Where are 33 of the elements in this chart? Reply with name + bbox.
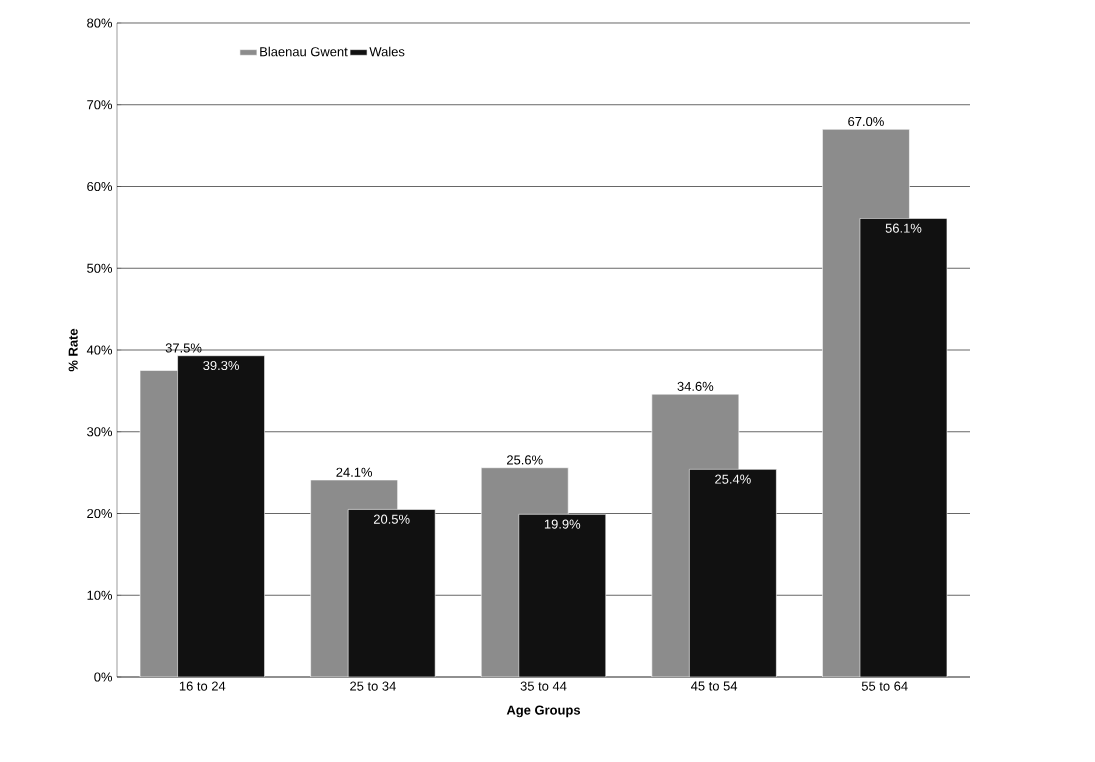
y-tick-label: 60% <box>87 181 113 192</box>
data-label: 25.4% <box>715 474 751 484</box>
y-tick-label: 0% <box>94 672 113 682</box>
data-label: 24.1% <box>336 467 373 477</box>
data-label: 37.5% <box>165 343 202 353</box>
bar <box>859 218 948 677</box>
y-tick-label: 10% <box>87 590 113 600</box>
data-label: 19.9% <box>544 519 581 529</box>
legend-label: Blaenau Gwent <box>260 46 348 57</box>
bar <box>177 355 265 677</box>
legend-label: Wales <box>369 46 405 57</box>
y-tick-label: 40% <box>86 345 113 355</box>
bar <box>518 514 607 677</box>
x-tick-label: 45 to 54 <box>691 681 738 691</box>
x-tick-label: 25 to 34 <box>350 681 396 691</box>
data-label: 20.5% <box>373 514 410 524</box>
data-label: 56.1% <box>885 223 922 233</box>
bar <box>347 509 436 677</box>
data-label: 39.3% <box>203 360 239 371</box>
bar <box>689 469 777 677</box>
y-tick-label: 50% <box>87 263 113 273</box>
x-axis-title: Age Groups <box>506 705 581 718</box>
y-tick-label: 70% <box>87 100 113 110</box>
data-label: 67.0% <box>848 116 884 127</box>
y-tick-label: 30% <box>87 427 113 437</box>
y-tick-label: 80% <box>87 18 113 28</box>
x-tick-label: 16 to 24 <box>179 681 226 691</box>
y-axis-title: % Rate <box>68 328 78 372</box>
x-tick-label: 55 to 64 <box>861 681 908 691</box>
data-label: 34.6% <box>677 381 714 391</box>
x-tick-label: 35 to 44 <box>520 681 567 691</box>
y-tick-label: 20% <box>87 508 113 519</box>
data-label: 25.6% <box>507 455 543 465</box>
